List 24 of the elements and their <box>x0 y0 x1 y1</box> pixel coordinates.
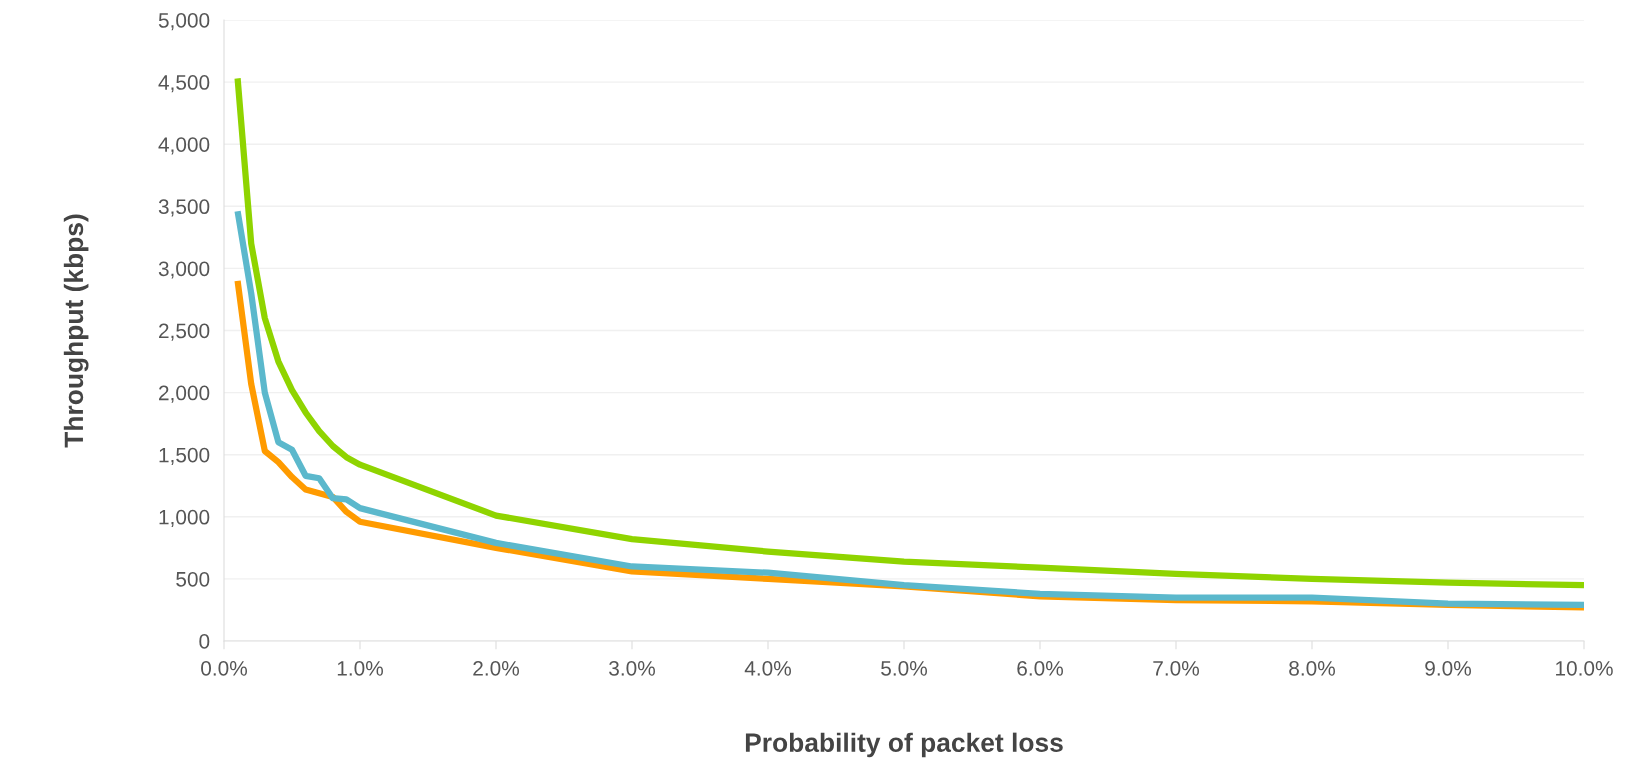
x-tick-label: 9.0% <box>1425 660 1471 676</box>
x-tick-label: 2.0% <box>473 660 519 676</box>
y-tick-label: 5,000 <box>158 13 210 31</box>
y-tick-label: 0 <box>199 634 210 649</box>
x-axis-title: Probability of packet loss <box>745 732 1063 758</box>
x-tick-label: 5.0% <box>881 660 927 676</box>
y-tick-label: 1,000 <box>159 509 210 528</box>
y-tick-label: 3,000 <box>158 261 210 279</box>
y-tick-label: 4,500 <box>158 75 210 93</box>
y-tick-label: 3,500 <box>158 199 210 217</box>
x-tick-label: 8.0% <box>1289 660 1335 676</box>
x-tick-label: 10.0% <box>1556 660 1613 676</box>
y-tick-label: 500 <box>176 571 210 587</box>
y-tick-label: 1,500 <box>159 447 210 465</box>
x-tick-label: 1.0% <box>337 660 383 676</box>
y-tick-label: 4,000 <box>158 137 210 155</box>
x-tick-label: 4.0% <box>744 660 791 676</box>
y-axis-title: Throughput (kbps) <box>63 214 89 448</box>
x-tick-label: 3.0% <box>609 660 655 676</box>
x-tick-label: 6.0% <box>1017 660 1063 676</box>
x-tick-label: 0.0% <box>201 660 247 676</box>
y-tick-label: 2,500 <box>159 323 210 341</box>
x-tick-label: 7.0% <box>1153 660 1199 676</box>
y-tick-label: 2,000 <box>159 385 210 403</box>
